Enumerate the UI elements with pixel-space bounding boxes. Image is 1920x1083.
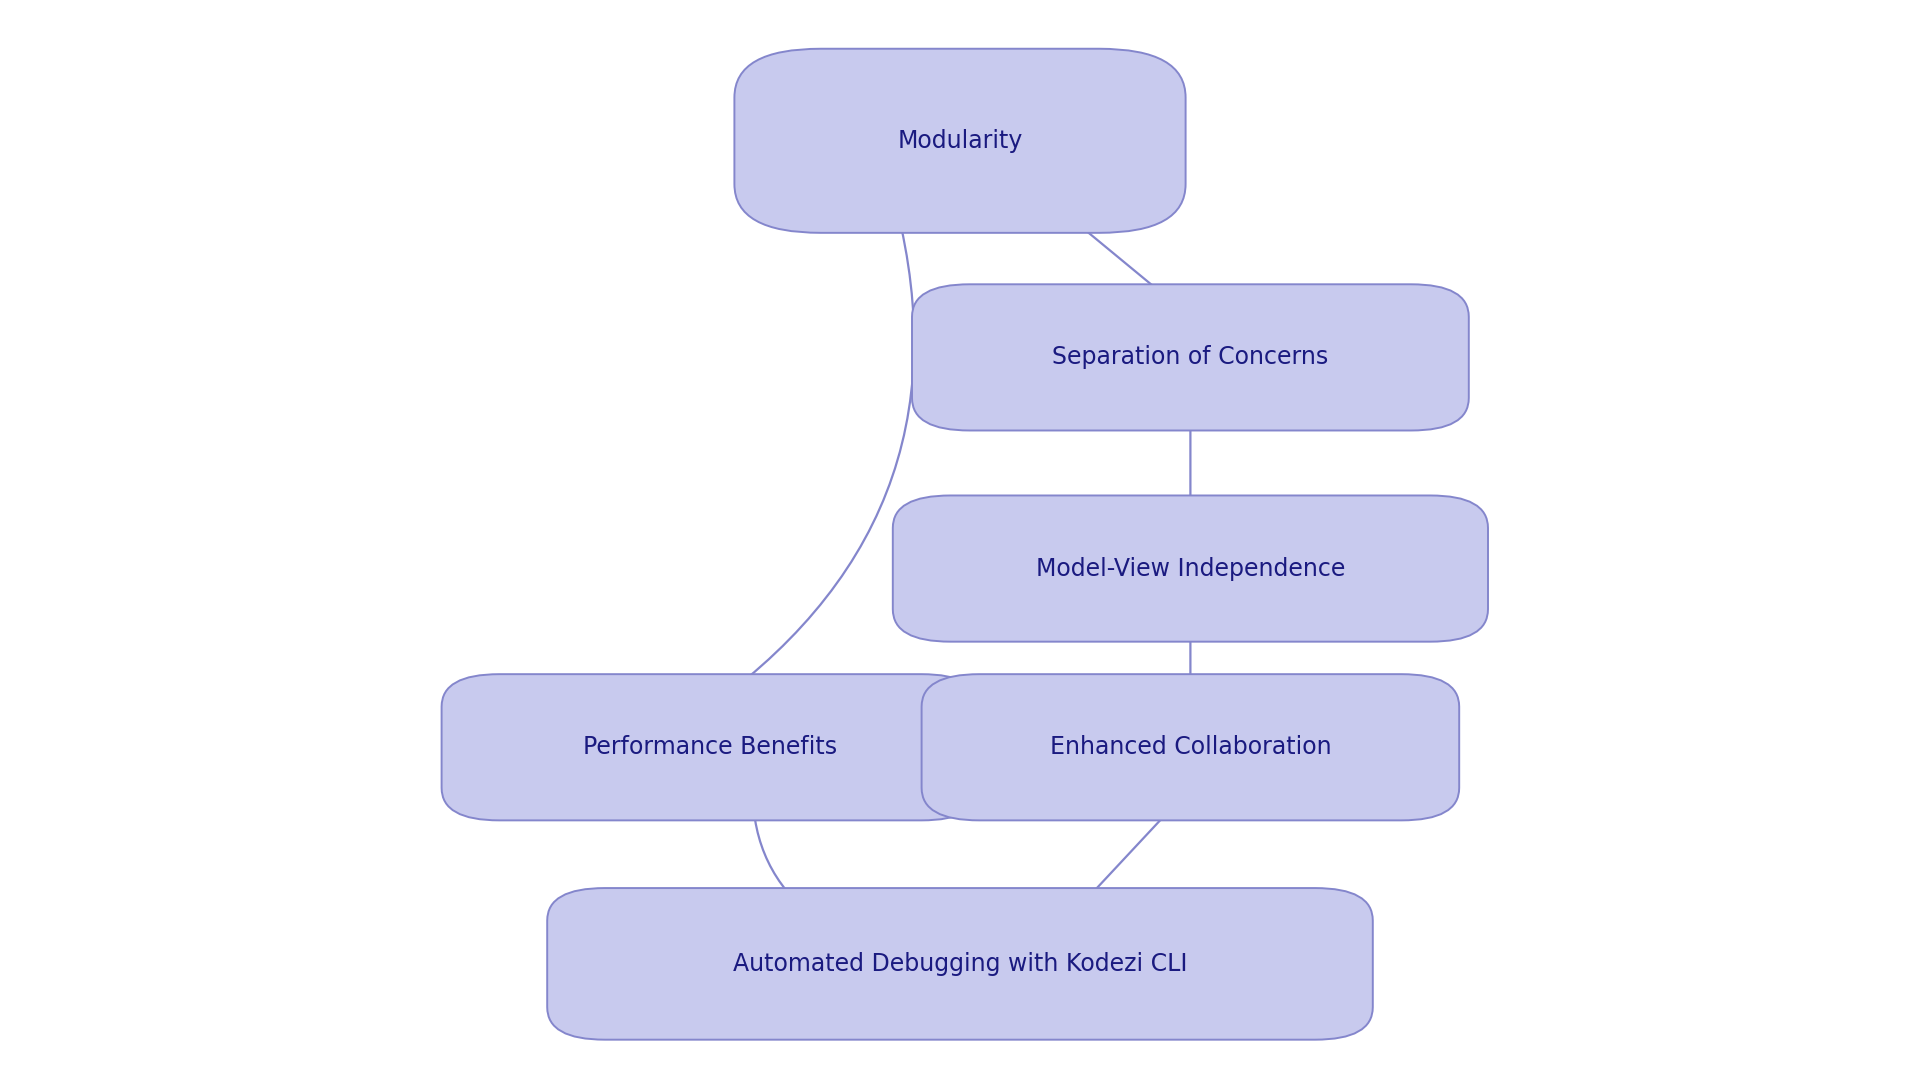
FancyBboxPatch shape	[893, 496, 1488, 641]
FancyBboxPatch shape	[547, 888, 1373, 1040]
FancyBboxPatch shape	[733, 49, 1185, 233]
FancyBboxPatch shape	[922, 674, 1459, 821]
FancyBboxPatch shape	[912, 284, 1469, 430]
Text: Modularity: Modularity	[897, 129, 1023, 153]
Text: Separation of Concerns: Separation of Concerns	[1052, 345, 1329, 369]
Text: Automated Debugging with Kodezi CLI: Automated Debugging with Kodezi CLI	[733, 952, 1187, 976]
Text: Model-View Independence: Model-View Independence	[1035, 557, 1346, 580]
FancyBboxPatch shape	[442, 674, 979, 821]
Text: Performance Benefits: Performance Benefits	[584, 735, 837, 759]
Text: Enhanced Collaboration: Enhanced Collaboration	[1050, 735, 1331, 759]
